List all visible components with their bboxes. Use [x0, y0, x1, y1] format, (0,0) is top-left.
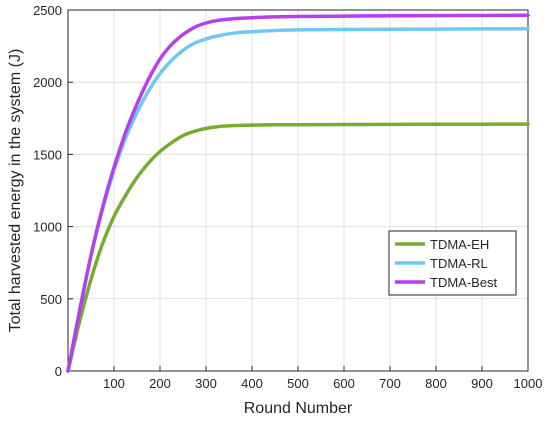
legend-label-tdma-rl: TDMA-RL	[430, 256, 488, 271]
x-tick-label: 400	[241, 376, 263, 391]
x-tick-label: 800	[425, 376, 447, 391]
y-tick-label: 2000	[33, 75, 62, 90]
x-tick-label: 500	[287, 376, 309, 391]
y-tick-label: 1500	[33, 147, 62, 162]
series-line-tdma-best	[66, 13, 530, 373]
axis-ticks: 100 200 300 400 500 600 700 800 900 1000 0 500 1000 1…	[33, 3, 542, 391]
y-tick-label: 1000	[33, 220, 62, 235]
x-tick-label: 200	[149, 376, 171, 391]
x-tick-label: 300	[195, 376, 217, 391]
series-line-tdma-eh	[66, 122, 530, 373]
y-tick-label: 0	[55, 364, 62, 379]
x-tick-label: 900	[471, 376, 493, 391]
x-axis-label: Round Number	[244, 400, 353, 417]
x-tick-label: 600	[333, 376, 355, 391]
y-tick-label: 500	[40, 292, 62, 307]
x-tick-label: 100	[103, 376, 125, 391]
x-tick-label: 700	[379, 376, 401, 391]
y-tick-label: 2500	[33, 3, 62, 18]
legend-label-tdma-best: TDMA-Best	[430, 275, 498, 290]
legend-label-tdma-eh: TDMA-EH	[430, 237, 489, 252]
y-axis-label: Total harvested energy in the system (J)	[7, 49, 24, 333]
x-tick-label: 1000	[514, 376, 543, 391]
data-series	[66, 13, 530, 373]
legend: TDMA-EH TDMA-RL TDMA-Best	[388, 230, 517, 296]
